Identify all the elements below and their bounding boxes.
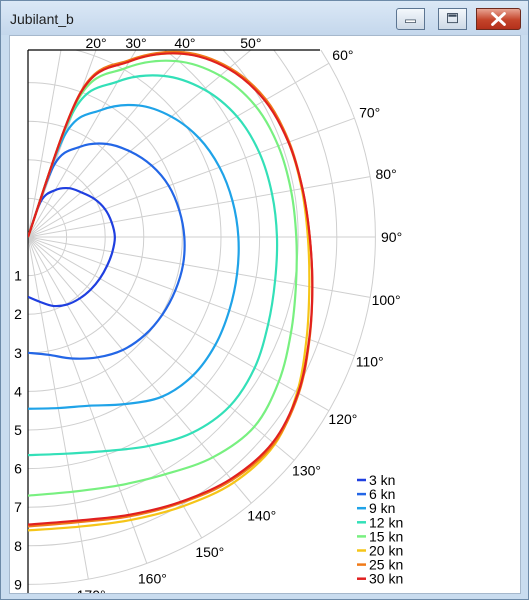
angle-tick-label: 20°: [85, 36, 106, 51]
angle-tick-label: 40°: [174, 36, 195, 51]
series-lines: [28, 50, 314, 532]
grid-spoke: [28, 50, 137, 238]
window-title: Jubilant_b: [10, 11, 74, 27]
legend-label: 25 kn: [369, 557, 403, 573]
close-button[interactable]: [476, 8, 521, 30]
angle-tick-label: 130°: [292, 463, 321, 479]
grid-spoke: [28, 236, 148, 564]
angle-tick-label: 50°: [240, 36, 261, 51]
angle-tick-label: 170°: [77, 587, 106, 593]
angle-tick-label: 80°: [376, 166, 397, 182]
polar-chart: 20° 30° 40° 50° 60° 70° 80° 90° 100° 110° 120° 130°…: [14, 36, 403, 593]
angle-tick-label: 30°: [125, 36, 146, 51]
grid-ring: [28, 50, 261, 470]
series-line-6-kn: [28, 142, 186, 360]
legend-label: 6 kn: [369, 486, 395, 502]
angle-tick-label: 150°: [195, 544, 224, 560]
minimize-button[interactable]: [396, 8, 425, 30]
angle-tick-label: 160°: [138, 571, 167, 587]
grid-spoke: [28, 117, 355, 238]
close-icon: [491, 12, 506, 26]
legend-label: 15 kn: [369, 528, 403, 544]
chart-area: 20° 30° 40° 50° 60° 70° 80° 90° 100° 110° 120° 130°…: [9, 35, 521, 594]
angle-tick-label: 100°: [372, 292, 401, 308]
angle-tick-label: 90°: [381, 229, 402, 245]
series-line-15-kn: [28, 59, 298, 497]
grid-spoke: [28, 236, 203, 539]
legend-label: 30 kn: [369, 571, 403, 587]
legend-label: 12 kn: [369, 514, 403, 530]
title-bar[interactable]: Jubilant_b: [1, 1, 528, 35]
grid-spoke: [28, 50, 252, 238]
angle-tick-label: 70°: [359, 105, 380, 121]
radius-tick-labels: 1 2 3 4 5 6 7 8 9: [14, 268, 22, 593]
polar-axes: [27, 49, 320, 593]
maximize-button[interactable]: [438, 8, 467, 30]
grid-spoke: [28, 236, 252, 504]
angle-tick-label: 140°: [247, 508, 276, 524]
radius-tick-label: 4: [14, 383, 22, 399]
grid-spoke: [28, 62, 330, 238]
grid-spoke: [28, 176, 371, 238]
radius-tick-label: 7: [14, 499, 22, 515]
radius-tick-label: 1: [14, 268, 22, 284]
legend-label: 9 kn: [369, 500, 395, 516]
grid-spoke: [28, 236, 295, 461]
grid-spoke: [28, 236, 355, 357]
grid-spoke: [28, 50, 186, 238]
grid-spoke: [28, 50, 62, 238]
radius-tick-label: 5: [14, 422, 22, 438]
legend-label: 3 kn: [369, 472, 395, 488]
series-line-30-kn: [28, 52, 314, 526]
radius-tick-label: 6: [14, 461, 22, 477]
radius-tick-label: 8: [14, 538, 22, 554]
angle-tick-label: 60°: [332, 47, 353, 63]
radius-tick-label: 2: [14, 306, 22, 322]
series-line-12-kn: [28, 74, 279, 457]
angle-tick-label: 110°: [356, 353, 384, 369]
radius-tick-label: 3: [14, 345, 22, 361]
angle-tick-label: 120°: [328, 411, 357, 427]
series-line-3-kn: [28, 186, 116, 308]
series-line-9-kn: [28, 103, 240, 410]
minimize-icon: [405, 19, 416, 23]
radius-tick-label: 9: [14, 576, 22, 592]
legend-label: 20 kn: [369, 543, 403, 559]
maximize-icon: [447, 13, 458, 24]
angle-tick-labels: 20° 30° 40° 50° 60° 70° 80° 90° 100° 110° 120° 130°…: [77, 36, 403, 593]
grid-spoke: [28, 50, 97, 238]
